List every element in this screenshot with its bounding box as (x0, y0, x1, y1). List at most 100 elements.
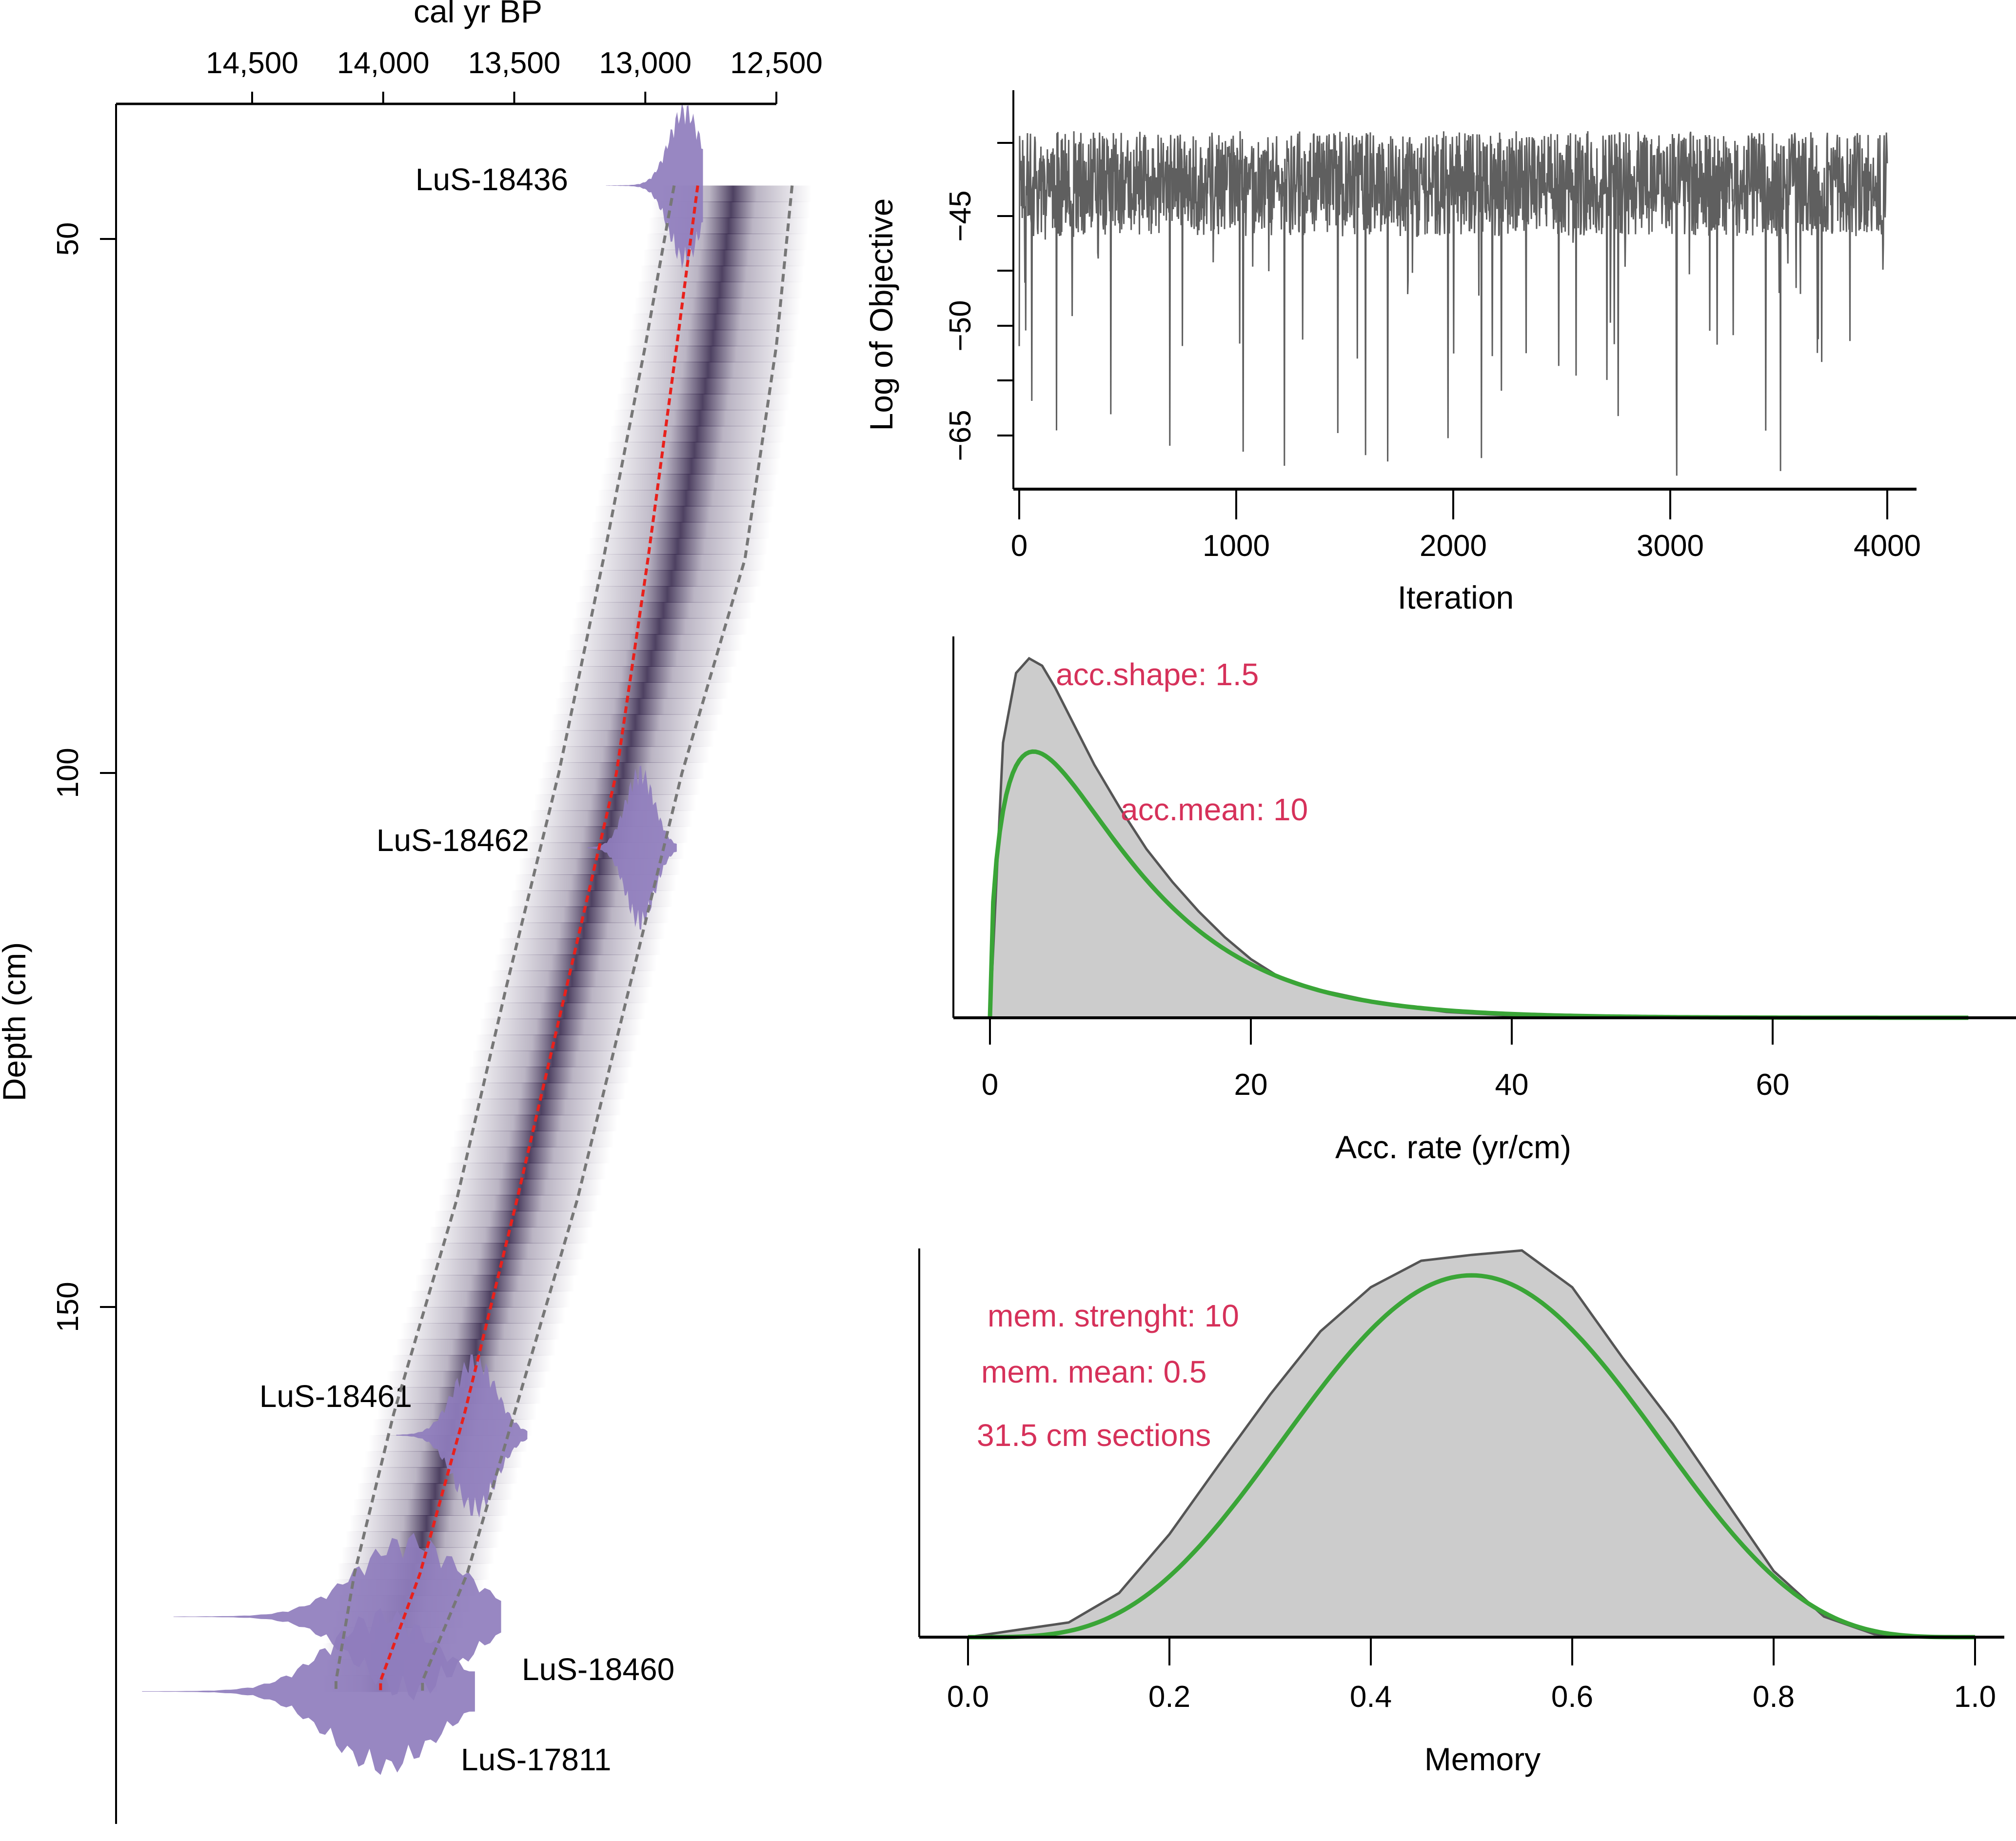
acc-rate-axis-title: Acc. rate (yr/cm) (1335, 1129, 1571, 1165)
band-strip (607, 442, 782, 458)
band-strip (604, 457, 780, 475)
band-strip (498, 938, 661, 955)
acc-rate-tick-label: 20 (1234, 1068, 1268, 1102)
band-strip (453, 1130, 614, 1148)
band-strip (585, 554, 766, 571)
log-objective-tick-label: −45 (944, 190, 977, 241)
band-strip (552, 714, 719, 731)
date-distribution-LuS-17811 (142, 1608, 475, 1775)
band-strip (446, 1163, 606, 1180)
log-objective-axes: 0 1000 2000 3000 4000 −45 −50 −65 (944, 90, 1921, 563)
memory-tick-label: 1.0 (1954, 1680, 1996, 1714)
band-strip (538, 778, 700, 795)
band-strip (572, 618, 748, 635)
acc-mean-annotation: acc.mean: 10 (1121, 792, 1308, 827)
acc-rate-posterior (988, 656, 1969, 1019)
band-strip (626, 346, 796, 362)
band-strip (472, 1050, 633, 1068)
band-strip (502, 922, 665, 939)
age-depth-axes: 14,500 14,000 13,500 13,000 12,500 50 100 150 (51, 46, 823, 1824)
band-strip (349, 1515, 504, 1532)
band-strip (610, 426, 784, 443)
band-strip (548, 730, 714, 747)
log-objective-panel: 0 1000 2000 3000 4000 −45 −50 −65 Iteration Log… (863, 90, 1921, 615)
depth-tick-label: 150 (51, 1282, 85, 1332)
band-strip (438, 1195, 598, 1211)
memory-panel: 0.0 0.2 0.4 0.6 0.8 1.0 mem. strenght: 10 mem… (918, 1248, 2004, 1777)
date-label-LuS-18461: LuS-18461 (259, 1379, 412, 1414)
band-strip (619, 377, 791, 395)
band-strip (597, 490, 775, 507)
memory-tick-label: 0.8 (1753, 1680, 1795, 1714)
memory-axis-title: Memory (1424, 1741, 1541, 1777)
sections-annotation: 31.5 cm sections (977, 1418, 1211, 1453)
band-strip (632, 314, 799, 331)
date-distribution-LuS-18436 (606, 102, 703, 269)
age-model-lines (335, 185, 794, 1692)
depth-tick-label: 100 (51, 748, 85, 798)
band-strip (353, 1499, 509, 1516)
iteration-axis-title: Iteration (1398, 579, 1514, 615)
age-tick-label: 12,500 (730, 46, 823, 80)
depth-axis-title: Depth (cm) (0, 942, 32, 1101)
band-strip (534, 794, 696, 811)
iteration-tick-label: 4000 (1854, 529, 1921, 563)
acc-rate-tick-label: 40 (1495, 1068, 1529, 1102)
age-tick-label: 13,000 (599, 46, 692, 80)
band-strip (640, 265, 804, 282)
band-strip (530, 810, 692, 827)
band-strip (581, 570, 762, 587)
memory-prior-curve (968, 1273, 1975, 1640)
band-strip (405, 1307, 565, 1324)
acc-shape-annotation: acc.shape: 1.5 (1056, 657, 1259, 692)
log-objective-axis-title: Log of Objective (863, 198, 899, 431)
date-label-LuS-17811: LuS-17811 (461, 1742, 611, 1777)
band-strip (616, 394, 789, 411)
mem-mean-annotation: mem. mean: 0.5 (981, 1354, 1206, 1389)
iteration-tick-label: 3000 (1637, 529, 1704, 563)
band-strip (622, 361, 794, 378)
band-strip (588, 538, 768, 555)
acc-rate-tick-label: 60 (1756, 1068, 1790, 1102)
memory-tick-label: 0.6 (1551, 1680, 1593, 1714)
band-strip (554, 698, 724, 715)
band-strip (558, 682, 729, 699)
band-strip (578, 586, 757, 603)
band-strip (565, 650, 738, 667)
band-strip (483, 1002, 645, 1019)
date-label-LuS-18460: LuS-18460 (522, 1652, 674, 1687)
iteration-tick-label: 0 (1011, 529, 1028, 563)
ci-lower-bound-line (335, 185, 676, 1692)
band-strip (396, 1339, 556, 1356)
band-strip (491, 970, 653, 987)
memory-plot (968, 1249, 1975, 1640)
memory-axes: 0.0 0.2 0.4 0.6 0.8 1.0 (918, 1248, 2004, 1714)
iteration-tick-label: 1000 (1203, 529, 1270, 563)
date-distribution-LuS-18461 (396, 1352, 528, 1518)
depth-tick-label: 50 (51, 222, 85, 256)
mem-strength-annotation: mem. strenght: 10 (988, 1298, 1239, 1333)
date-label-LuS-18462: LuS-18462 (376, 823, 529, 858)
age-tick-label: 14,000 (337, 46, 430, 80)
band-strip (479, 1018, 641, 1035)
memory-tick-label: 0.0 (947, 1680, 989, 1714)
band-strip (345, 1531, 499, 1548)
band-strip (629, 330, 798, 346)
band-strip (591, 522, 770, 539)
band-strip (637, 281, 802, 298)
band-strip (545, 746, 710, 763)
age-axis-title: cal yr BP (414, 0, 542, 29)
mean-age-line (379, 185, 699, 1692)
band-strip (401, 1323, 561, 1340)
band-strip (541, 762, 705, 779)
memory-tick-label: 0.2 (1148, 1680, 1190, 1714)
date-label-LuS-18436: LuS-18436 (415, 162, 568, 197)
band-strip (460, 1098, 622, 1115)
band-strip (574, 602, 752, 619)
acc-rate-axes: 0 20 40 60 (952, 636, 2016, 1102)
band-strip (561, 666, 733, 683)
band-strip (415, 1275, 575, 1292)
age-depth-panel: LuS-18436 LuS-18462 LuS-18461 LuS-18460 LuS-… (0, 0, 823, 1824)
date-distribution-LuS-18462 (588, 766, 677, 930)
